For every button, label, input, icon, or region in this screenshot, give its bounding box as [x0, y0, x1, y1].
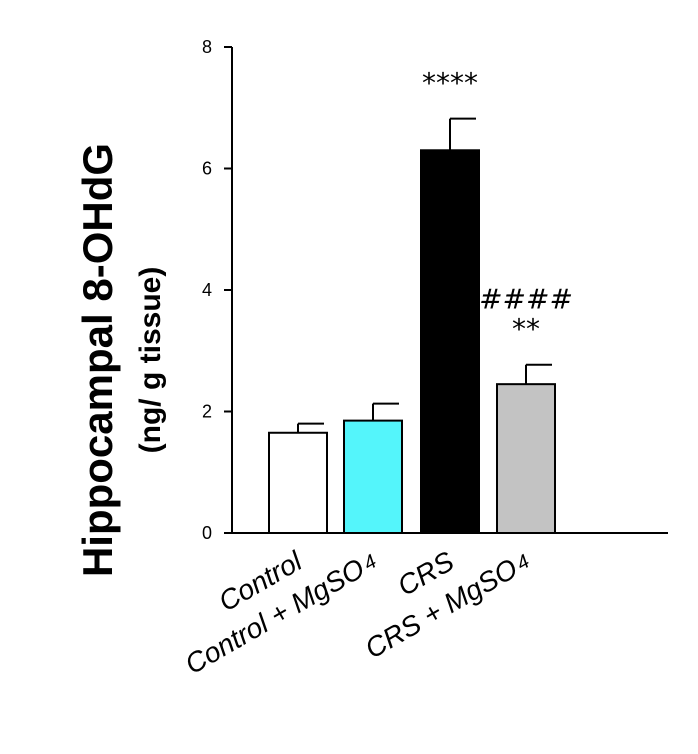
y-tick-label: 2	[202, 402, 212, 422]
significance-marker: ****	[422, 67, 478, 100]
y-tick-label: 8	[202, 37, 212, 57]
y-axis-units: (ng/ g tissue)	[134, 267, 167, 454]
significance-annotations: **** ####**	[422, 67, 573, 346]
significance-marker: ####	[479, 283, 573, 316]
y-axis-title: Hippocampal 8-OHdG (ng/ g tissue)	[74, 143, 167, 577]
bar	[496, 383, 556, 534]
y-tick-label: 0	[202, 523, 212, 543]
y-tick-label: 6	[202, 159, 212, 179]
y-tick-label: 4	[202, 280, 212, 300]
significance-marker: **	[512, 313, 540, 346]
bar	[268, 431, 328, 535]
y-axis-label: Hippocampal 8-OHdG	[74, 143, 121, 577]
error-bars	[297, 117, 552, 433]
bar	[420, 149, 480, 534]
bar	[343, 419, 403, 534]
